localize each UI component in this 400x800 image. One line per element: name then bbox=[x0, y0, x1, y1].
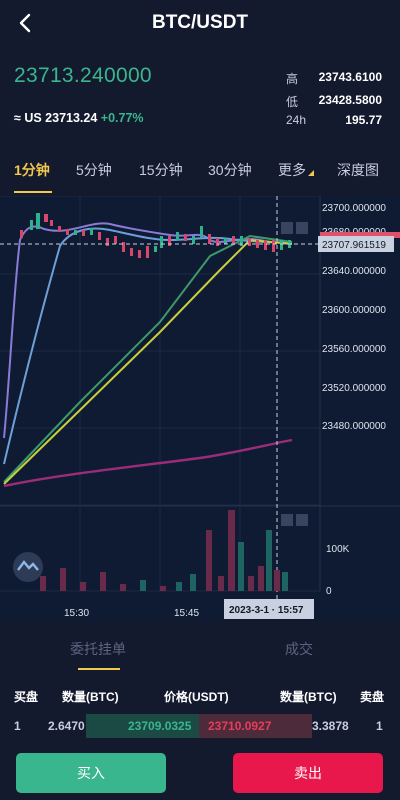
volume-label: 24h bbox=[286, 113, 307, 127]
ma-line-green bbox=[3, 234, 293, 483]
ask-index: 1 bbox=[376, 719, 383, 733]
active-tab-indicator bbox=[14, 191, 52, 193]
sell-button[interactable]: 卖出 bbox=[233, 753, 383, 793]
tab-orders[interactable]: 委托挂单 bbox=[70, 641, 126, 657]
page-title: BTC/USDT bbox=[151, 12, 249, 33]
current-price-value: 23707.961519 bbox=[322, 240, 386, 251]
usd-equivalent: ≈ US 23713.24 +0.77% bbox=[14, 111, 144, 125]
orderbook-row[interactable]: 1 2.6470 23709.0325 23710.0927 3.3878 1 bbox=[0, 712, 400, 740]
col-price: 价格(USDT) bbox=[164, 690, 229, 704]
top-price-mark bbox=[320, 232, 400, 238]
tab-30min[interactable]: 30分钟 bbox=[208, 162, 252, 178]
chart-ctrl-icon-2 bbox=[296, 222, 308, 234]
current-price-tag bbox=[318, 236, 394, 252]
col-ask: 卖盘 bbox=[360, 690, 385, 704]
bid-index: 1 bbox=[14, 719, 21, 733]
order-tabs: 委托挂单 成交 bbox=[0, 622, 400, 678]
volume-tick-100k: 100K bbox=[326, 544, 350, 555]
price-tick-2: 23640.000000 bbox=[322, 266, 386, 277]
price-tick-3: 23600.000000 bbox=[322, 305, 386, 316]
high-label: 高 bbox=[286, 72, 299, 86]
volume-ctrl-icon-2 bbox=[296, 514, 308, 526]
ma-line-magenta bbox=[3, 438, 293, 488]
ask-qty: 3.3878 bbox=[312, 719, 349, 733]
orderbook-header: 买盘 数量(BTC) 价格(USDT) 数量(BTC) 卖盘 bbox=[0, 684, 400, 708]
time-tick-1545: 15:45 bbox=[174, 608, 199, 619]
tab-15min[interactable]: 15分钟 bbox=[139, 162, 183, 178]
low-value: 23428.5800 bbox=[318, 93, 382, 107]
ma-line-blue bbox=[3, 227, 293, 465]
volume-ctrl-icon-1 bbox=[281, 514, 293, 526]
chevron-left-icon[interactable] bbox=[14, 11, 38, 35]
tab-1min[interactable]: 1分钟 bbox=[14, 162, 50, 178]
price-change: +0.77% bbox=[100, 111, 144, 125]
col-bid-qty: 数量(BTC) bbox=[62, 690, 119, 704]
ask-depth-bar bbox=[199, 714, 312, 738]
buy-button[interactable]: 买入 bbox=[16, 753, 166, 793]
volume-bars bbox=[40, 510, 288, 591]
header-bar: BTC/USDT bbox=[0, 0, 400, 48]
ask-price: 23710.0927 bbox=[208, 719, 272, 733]
tab-5min[interactable]: 5分钟 bbox=[76, 162, 112, 178]
ma-line-yellow bbox=[3, 238, 293, 485]
low-label: 低 bbox=[286, 95, 299, 109]
kline-svg: 23680.000000 23640.000000 23600.000000 2… bbox=[0, 196, 400, 619]
col-bid: 买盘 bbox=[14, 690, 39, 704]
col-ask-qty: 数量(BTC) bbox=[280, 690, 337, 704]
volume-value: 195.77 bbox=[345, 113, 382, 127]
interval-tabs: 1分钟 5分钟 15分钟 30分钟 更多 深度图 bbox=[0, 150, 400, 194]
price-tick-top: 23700.000000 bbox=[322, 203, 386, 214]
more-dropdown-icon bbox=[308, 170, 314, 176]
usd-price: ≈ US 23713.24 bbox=[14, 111, 98, 125]
bid-price: 23709.0325 bbox=[128, 719, 192, 733]
bid-qty: 2.6470 bbox=[48, 719, 85, 733]
order-tab-indicator bbox=[78, 668, 120, 670]
kline-chart[interactable]: 23680.000000 23640.000000 23600.000000 2… bbox=[0, 196, 400, 621]
high-value: 23743.6100 bbox=[318, 70, 382, 84]
price-tick-5: 23520.000000 bbox=[322, 383, 386, 394]
crosshair-time-tag bbox=[224, 599, 314, 619]
chart-ctrl-icon-1 bbox=[281, 222, 293, 234]
tab-trades[interactable]: 成交 bbox=[285, 641, 313, 657]
price-tick-4: 23560.000000 bbox=[322, 344, 386, 355]
time-tick-1530: 15:30 bbox=[64, 608, 89, 619]
crosshair-time: 2023-3-1 · 15:57 bbox=[229, 605, 304, 616]
bid-depth-bar bbox=[86, 714, 199, 738]
price-tick-6: 23480.000000 bbox=[322, 421, 386, 432]
last-price: 23713.240000 bbox=[14, 64, 152, 87]
tab-more[interactable]: 更多 bbox=[278, 162, 306, 178]
tab-depth[interactable]: 深度图 bbox=[337, 162, 379, 178]
candles bbox=[20, 213, 291, 258]
volume-tick-0: 0 bbox=[326, 586, 332, 597]
